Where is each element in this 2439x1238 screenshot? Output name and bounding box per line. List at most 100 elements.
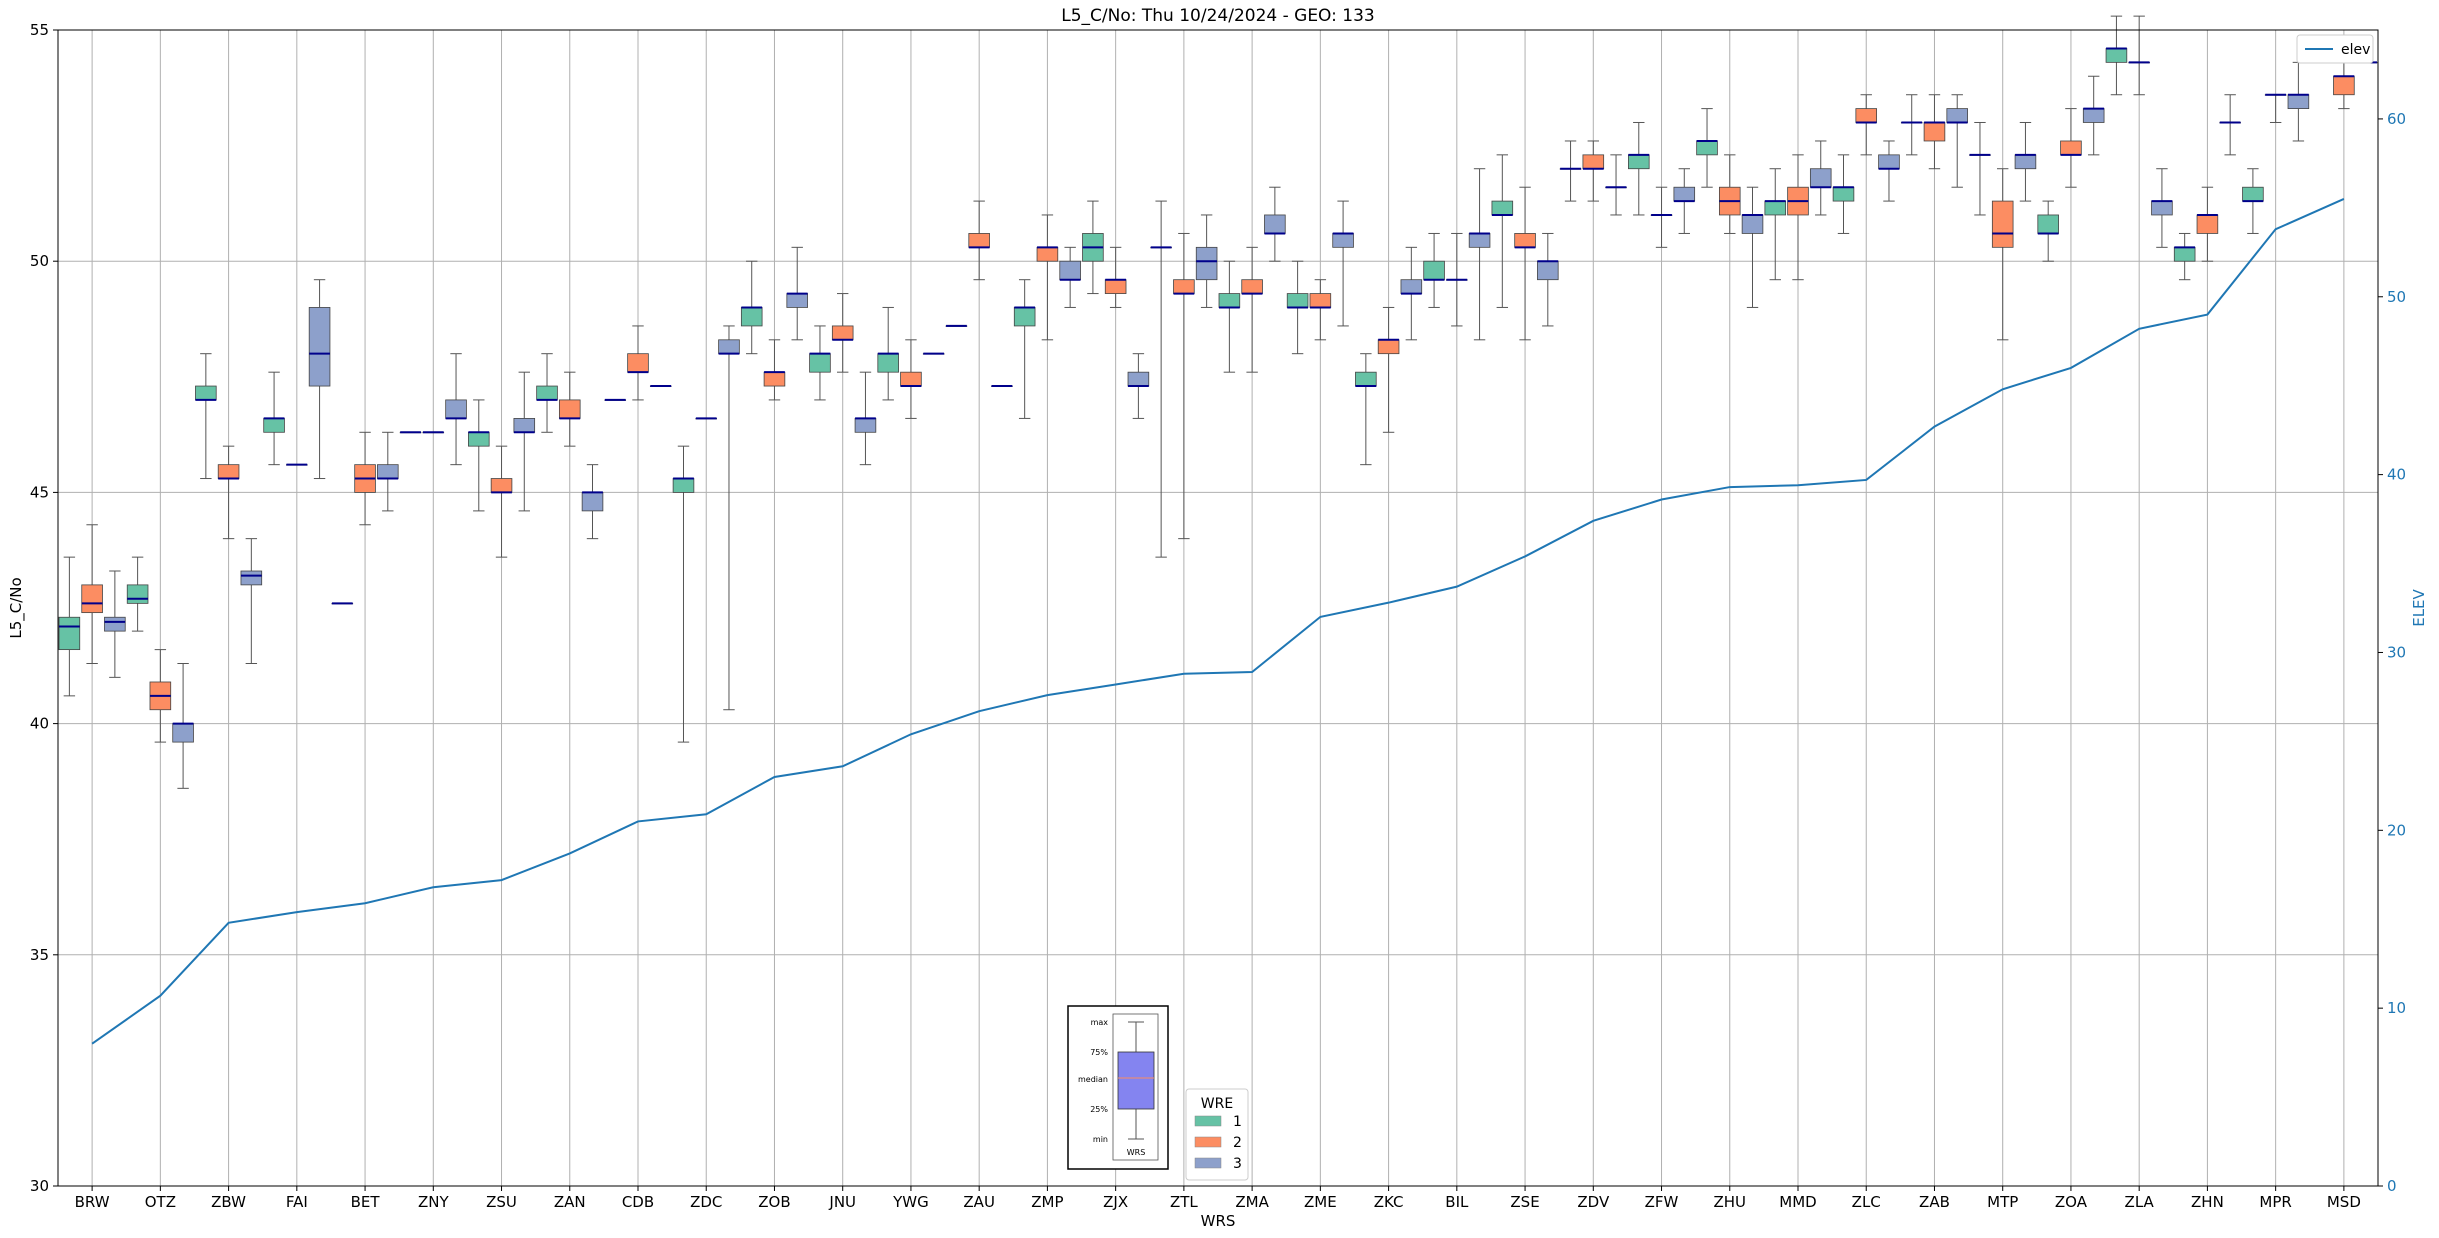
iqr-box (1582, 154, 1605, 170)
iqr-box (1195, 246, 1218, 281)
iqr-box (1264, 214, 1286, 234)
x-tick-label: ZLC (1852, 1193, 1881, 1211)
iqr-box (104, 616, 126, 632)
iqr-box (1104, 279, 1127, 294)
iqr-box (58, 616, 81, 651)
x-tick-label: ZFW (1645, 1193, 1679, 1211)
iqr-box (1673, 186, 1696, 202)
iqr-box (2082, 108, 2105, 123)
wre-legend-swatch-1 (1194, 1115, 1222, 1127)
wre-legend-title: WRE (1201, 1096, 1233, 1112)
x-tick-label: ZLA (2125, 1193, 2155, 1211)
iqr-box (377, 464, 399, 479)
iqr-box (2287, 94, 2310, 110)
x-tick-label: ZDV (1577, 1193, 1610, 1211)
x-tick-label: FAI (286, 1193, 308, 1211)
iqr-box (1218, 293, 1241, 308)
iqr-box (786, 293, 808, 308)
x-tick-label: ZSU (486, 1193, 517, 1211)
x-axis: BRW OTZ ZBW FAI BET ZNY ZSU ZAN CDB ZDC ZOB JNU YWG Z… (75, 1186, 2361, 1211)
y-axis-right: 0 10 20 30 40 50 60 (2378, 110, 2406, 1195)
iqr-box (240, 570, 263, 586)
iqr-box (2037, 214, 2059, 234)
iqr-box (172, 723, 194, 743)
plot-frame (57, 29, 2379, 1187)
x-tick-label: ZMA (1235, 1193, 1269, 1211)
iqr-box (1127, 371, 1150, 387)
key-label-min: min (1093, 1135, 1108, 1144)
y-tick-label: 55 (30, 21, 49, 39)
x-tick-label: ZHU (1713, 1193, 1746, 1211)
x-tick-label: OTZ (145, 1193, 176, 1211)
x-tick-label: ZMP (1031, 1193, 1063, 1211)
y-tick-label: 50 (30, 252, 49, 270)
wre-legend-frame (1185, 1088, 1249, 1181)
x-tick-label: MSD (2327, 1193, 2361, 1211)
iqr-box (1355, 371, 1377, 387)
y2-tick-label: 10 (2387, 999, 2406, 1017)
x-tick-label: MPR (2259, 1193, 2291, 1211)
iqr-box (1923, 122, 1946, 142)
y-tick-label: 40 (30, 715, 49, 733)
iqr-box (1809, 168, 1832, 188)
iqr-box (126, 584, 149, 604)
x-tick-label: CDB (622, 1193, 654, 1211)
iqr-box (217, 464, 240, 479)
iqr-box (581, 491, 604, 512)
x-tick-label: ZKC (1374, 1193, 1404, 1211)
iqr-box (831, 325, 854, 341)
iqr-box (1878, 154, 1900, 170)
y-tick-label: 30 (30, 1177, 49, 1195)
x-tick-label: ZHN (2191, 1193, 2224, 1211)
iqr-box (2196, 214, 2219, 234)
iqr-box (1491, 200, 1514, 216)
x-tick-label: ZOA (2055, 1193, 2088, 1211)
iqr-box (672, 478, 695, 493)
iqr-box (1241, 279, 1263, 294)
iqr-box (445, 399, 467, 419)
iqr-box (2242, 186, 2264, 202)
x-tick-label: ZSE (1510, 1193, 1539, 1211)
key-caption: WRS (1127, 1148, 1146, 1157)
iqr-box (1628, 154, 1650, 170)
x-tick-label: JNU (828, 1193, 856, 1211)
x-axis-label: WRS (1201, 1212, 1236, 1230)
iqr-box (1764, 200, 1787, 216)
iqr-box (809, 353, 831, 373)
iqr-box (877, 353, 899, 373)
wre-legend-swatch-2 (1194, 1136, 1222, 1148)
elev-line (91, 198, 2345, 1045)
iqr-box (263, 418, 285, 433)
iqr-box (2173, 246, 2196, 262)
key-label-max: max (1091, 1018, 1109, 1027)
y2-tick-label: 50 (2387, 288, 2406, 306)
iqr-box (2105, 48, 2128, 63)
y2-tick-label: 0 (2387, 1177, 2397, 1195)
iqr-box (763, 371, 786, 387)
grid-layer (58, 29, 2378, 1187)
iqr-box (490, 478, 513, 493)
chart-title: L5_C/No: Thu 10/24/2024 - GEO: 133 (1061, 6, 1374, 26)
iqr-box (1696, 140, 1718, 156)
y-tick-label: 45 (30, 483, 49, 501)
iqr-box (1514, 233, 1536, 248)
iqr-box (968, 233, 990, 248)
y2-axis-label: ELEV (2410, 588, 2428, 626)
iqr-box (1377, 339, 1400, 355)
x-tick-label: ZTL (1170, 1193, 1198, 1211)
iqr-box (308, 307, 331, 387)
iqr-box (854, 418, 877, 433)
y-axis-label: L5_C/No (7, 577, 26, 638)
wre-legend-label-2: 2 (1233, 1135, 1242, 1151)
iqr-box (1309, 293, 1332, 308)
y2-tick-label: 30 (2387, 643, 2406, 661)
iqr-box (1059, 260, 1081, 281)
y-tick-label: 35 (30, 946, 49, 964)
x-tick-label: ZAN (554, 1193, 586, 1211)
iqr-box (740, 307, 763, 327)
x-tick-label: MMD (1779, 1193, 1816, 1211)
y2-tick-label: 20 (2387, 821, 2406, 839)
x-tick-label: YWG (892, 1193, 929, 1211)
x-tick-label: ZAU (963, 1193, 995, 1211)
